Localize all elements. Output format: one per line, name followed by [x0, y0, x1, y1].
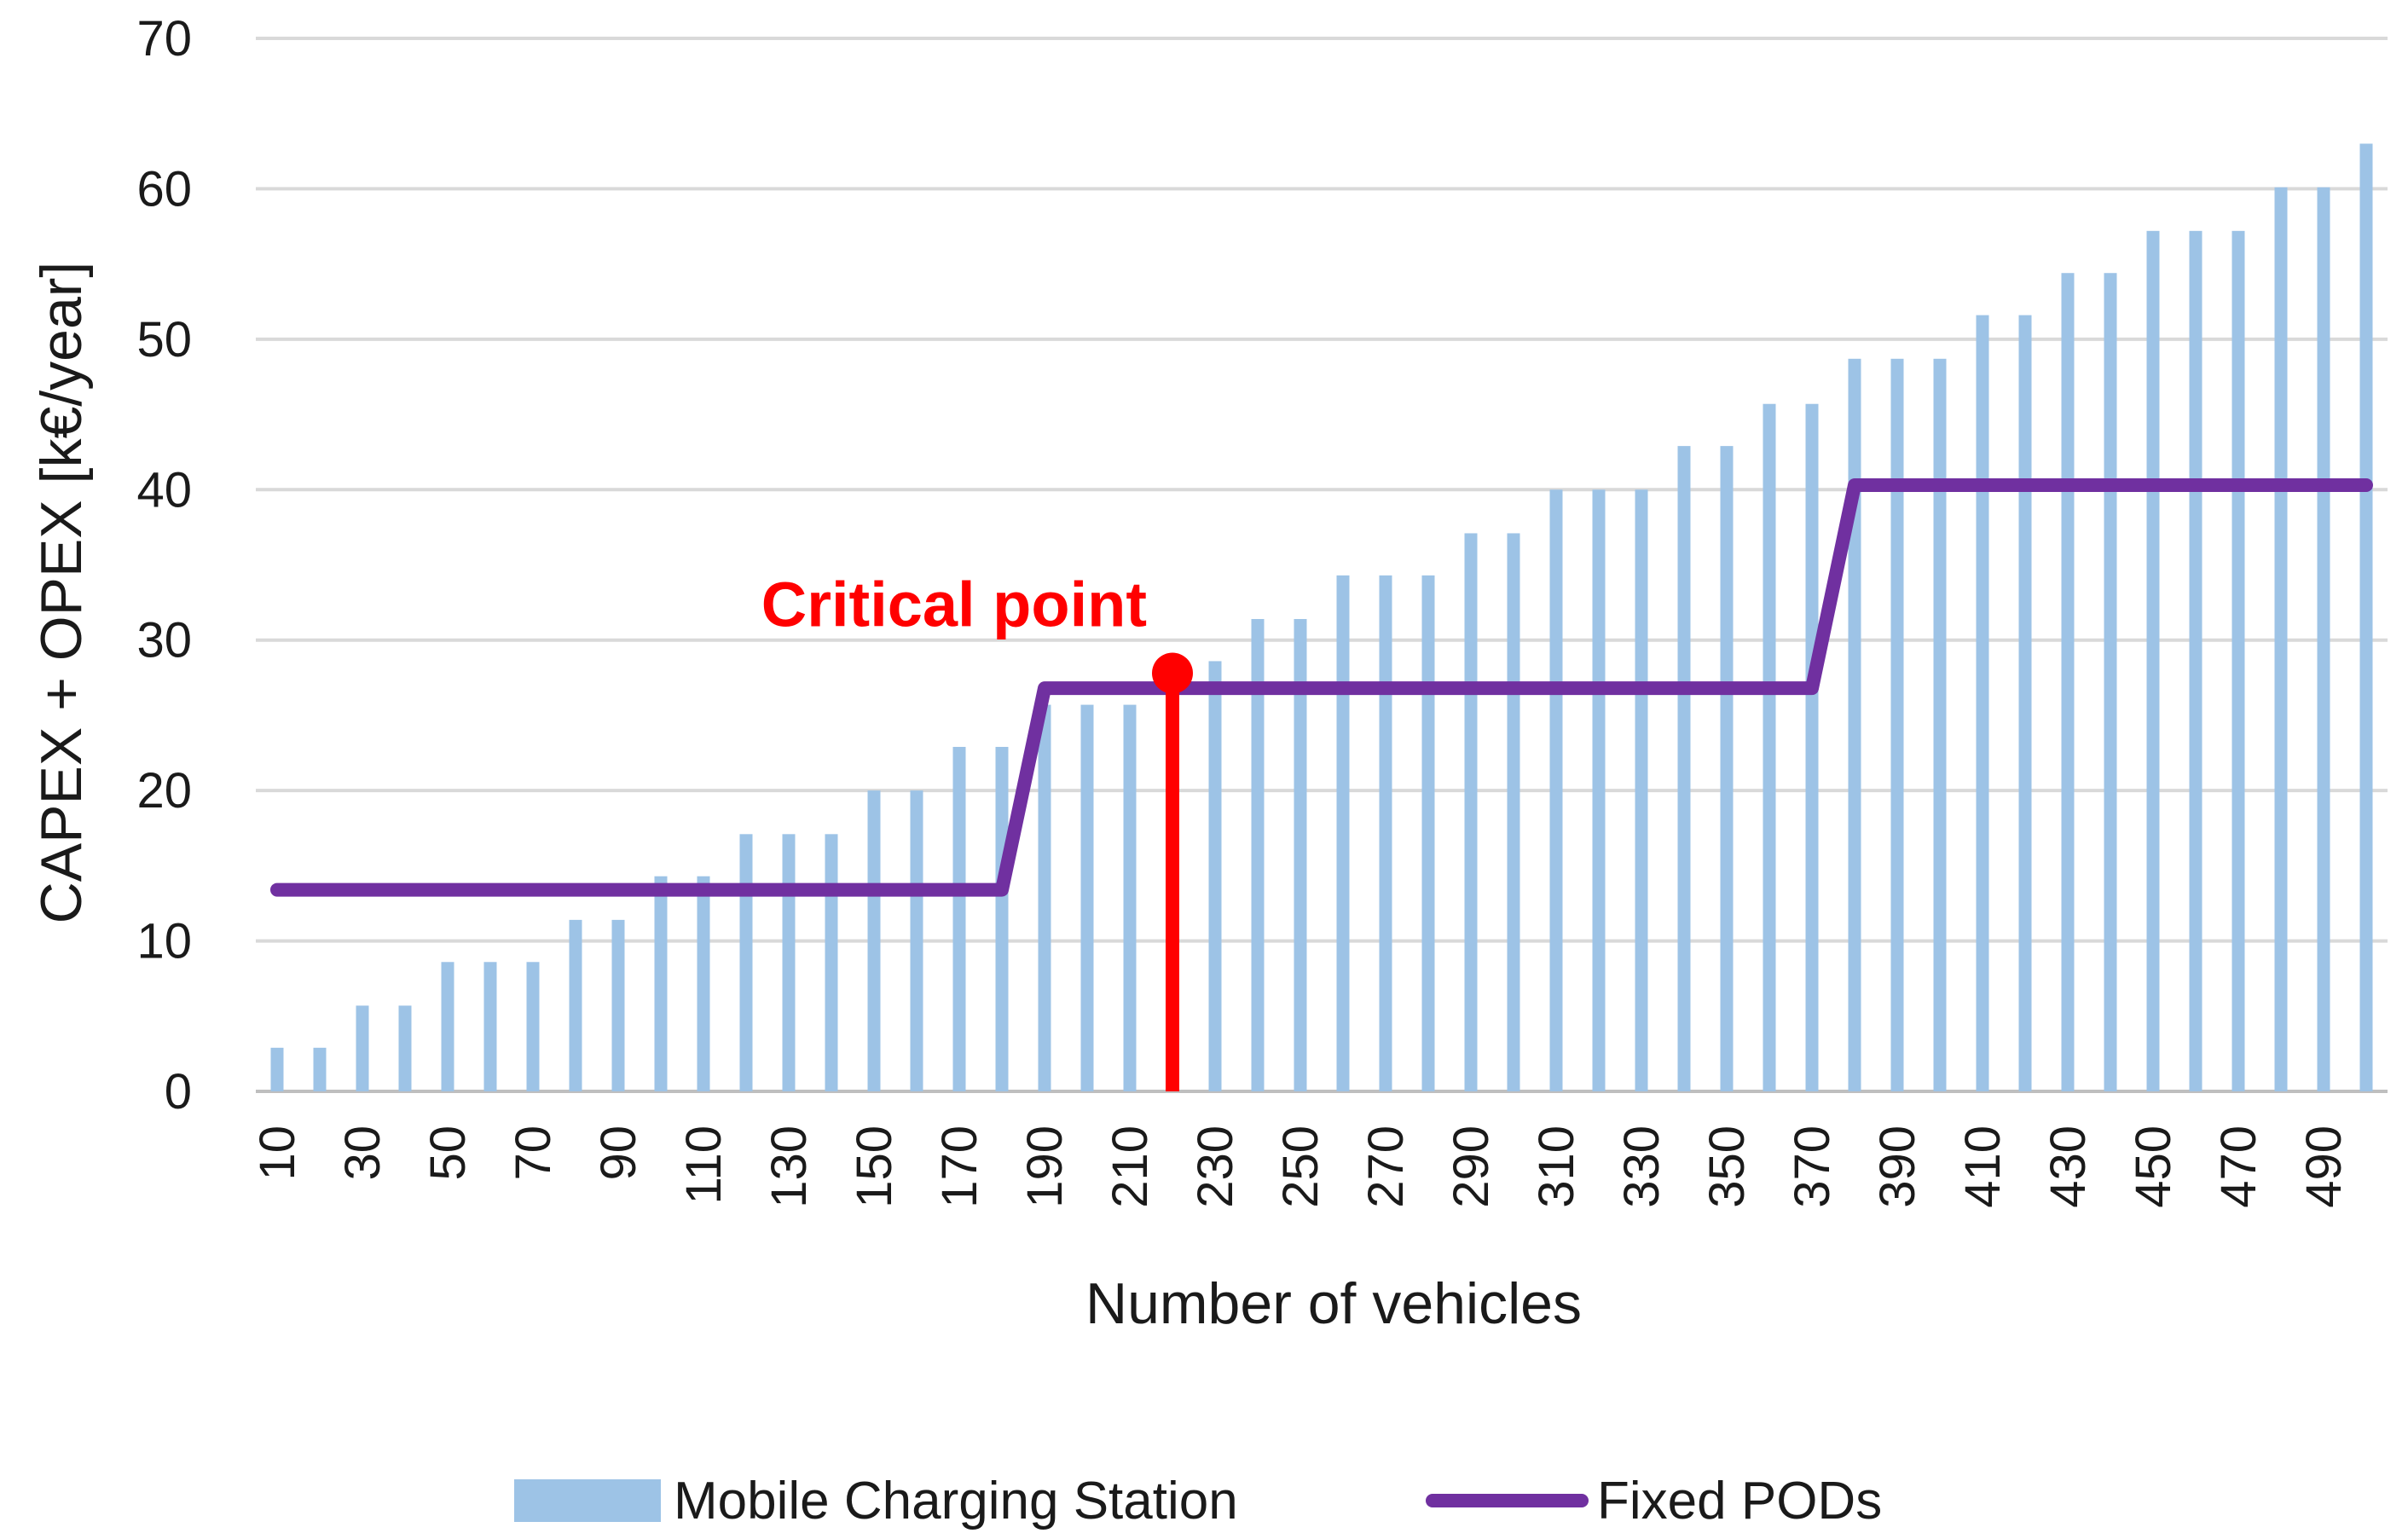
- bar: [1294, 619, 1307, 1091]
- x-tick-label: 190: [1017, 1125, 1073, 1208]
- bar: [1251, 619, 1265, 1091]
- critical-point-marker-dot: [1152, 652, 1193, 694]
- bar: [1038, 704, 1051, 1091]
- bar: [1208, 661, 1222, 1091]
- x-tick-label: 110: [676, 1125, 732, 1204]
- x-axis-title: Number of vehicles: [1085, 1271, 1582, 1336]
- bar: [2359, 143, 2373, 1091]
- bar: [2317, 187, 2330, 1091]
- legend: Mobile Charging Station Fixed PODs: [514, 1472, 1882, 1530]
- y-tick-label: 0: [165, 1064, 192, 1120]
- bar: [910, 790, 923, 1091]
- bar: [1336, 575, 1350, 1091]
- bar: [1805, 403, 1819, 1091]
- bar: [697, 876, 710, 1091]
- x-tick-label: 430: [2040, 1125, 2096, 1208]
- bar: [2018, 315, 2032, 1092]
- x-axis-ticks: 10 30 50 70 90 110 130 150 170 190 210 230 250 270 290…: [250, 1125, 2352, 1208]
- bar: [2274, 187, 2288, 1091]
- legend-label-mobile-charging-station: Mobile Charging Station: [674, 1472, 1238, 1530]
- line-series: [270, 477, 2373, 897]
- annotation-group: Critical point: [761, 570, 1193, 1091]
- x-tick-label: 390: [1870, 1125, 1925, 1208]
- bar: [2061, 273, 2075, 1091]
- y-tick-label: 20: [136, 763, 192, 819]
- y-tick-label: 10: [136, 914, 192, 969]
- x-tick-label: 470: [2211, 1125, 2266, 1208]
- bar: [441, 962, 454, 1091]
- critical-point-label: Critical point: [761, 570, 1147, 640]
- x-tick-label: 70: [506, 1125, 561, 1181]
- x-tick-label: 250: [1273, 1125, 1328, 1208]
- bar: [1080, 704, 1094, 1091]
- bar: [2146, 230, 2160, 1091]
- x-tick-label: 330: [1614, 1125, 1670, 1208]
- bar: [995, 746, 1009, 1091]
- legend-swatch-mobile-charging-station: [514, 1479, 661, 1522]
- bar: [398, 1005, 412, 1091]
- bar: [1379, 575, 1392, 1091]
- bar: [1976, 315, 1989, 1092]
- x-tick-label: 270: [1358, 1125, 1414, 1208]
- bar: [952, 746, 966, 1091]
- x-tick-label: 50: [420, 1125, 476, 1181]
- x-tick-label: 490: [2296, 1125, 2352, 1208]
- bar: [1848, 358, 1861, 1091]
- bar: [867, 790, 881, 1091]
- bar: [1635, 489, 1648, 1091]
- gridlines: [256, 37, 2388, 1093]
- x-tick-label: 410: [1955, 1125, 2011, 1208]
- bar: [611, 919, 625, 1091]
- bar: [1123, 704, 1137, 1091]
- fixed-pods-line: [270, 477, 2373, 897]
- bar: [825, 834, 838, 1091]
- x-tick-label: 350: [1699, 1125, 1755, 1208]
- bar-series: [270, 143, 2373, 1092]
- y-tick-label: 50: [136, 312, 192, 367]
- bar: [1763, 403, 1776, 1091]
- y-tick-label: 40: [136, 462, 192, 518]
- bar: [1933, 358, 1947, 1091]
- bar: [1549, 489, 1563, 1091]
- bar: [2231, 230, 2245, 1091]
- x-tick-label: 370: [1785, 1125, 1840, 1208]
- bar: [356, 1005, 369, 1091]
- bar: [1890, 358, 1904, 1091]
- y-axis-ticks: 0 10 20 30 40 50 60 70: [136, 11, 192, 1120]
- bar: [526, 962, 540, 1091]
- bar: [654, 876, 668, 1091]
- x-tick-label: 310: [1529, 1125, 1584, 1208]
- x-tick-label: 10: [250, 1125, 305, 1181]
- bar: [782, 834, 796, 1091]
- x-tick-label: 290: [1444, 1125, 1499, 1208]
- bar: [1677, 446, 1691, 1091]
- bar: [1592, 489, 1606, 1091]
- bar: [1421, 575, 1435, 1091]
- bar: [1464, 533, 1478, 1091]
- x-tick-label: 210: [1103, 1125, 1158, 1208]
- bar: [270, 1047, 284, 1091]
- y-tick-label: 70: [136, 11, 192, 67]
- x-tick-label: 230: [1188, 1125, 1243, 1208]
- bar: [569, 919, 582, 1091]
- bar: [2104, 273, 2117, 1091]
- x-tick-label: 450: [2126, 1125, 2181, 1208]
- bar: [1507, 533, 1520, 1091]
- legend-label-fixed-pods: Fixed PODs: [1597, 1472, 1882, 1530]
- x-tick-label: 130: [761, 1125, 817, 1208]
- y-tick-label: 60: [136, 161, 192, 217]
- bar: [483, 962, 497, 1091]
- x-tick-label: 90: [591, 1125, 646, 1181]
- bar: [313, 1047, 327, 1091]
- x-tick-label: 170: [932, 1125, 987, 1208]
- bar: [1720, 446, 1734, 1091]
- x-tick-label: 150: [847, 1125, 902, 1208]
- y-axis-title: CAPEX + OPEX [k€/year]: [29, 262, 94, 924]
- x-tick-label: 30: [335, 1125, 391, 1181]
- y-tick-label: 30: [136, 613, 192, 668]
- bar: [2189, 230, 2203, 1091]
- bar: [739, 834, 753, 1091]
